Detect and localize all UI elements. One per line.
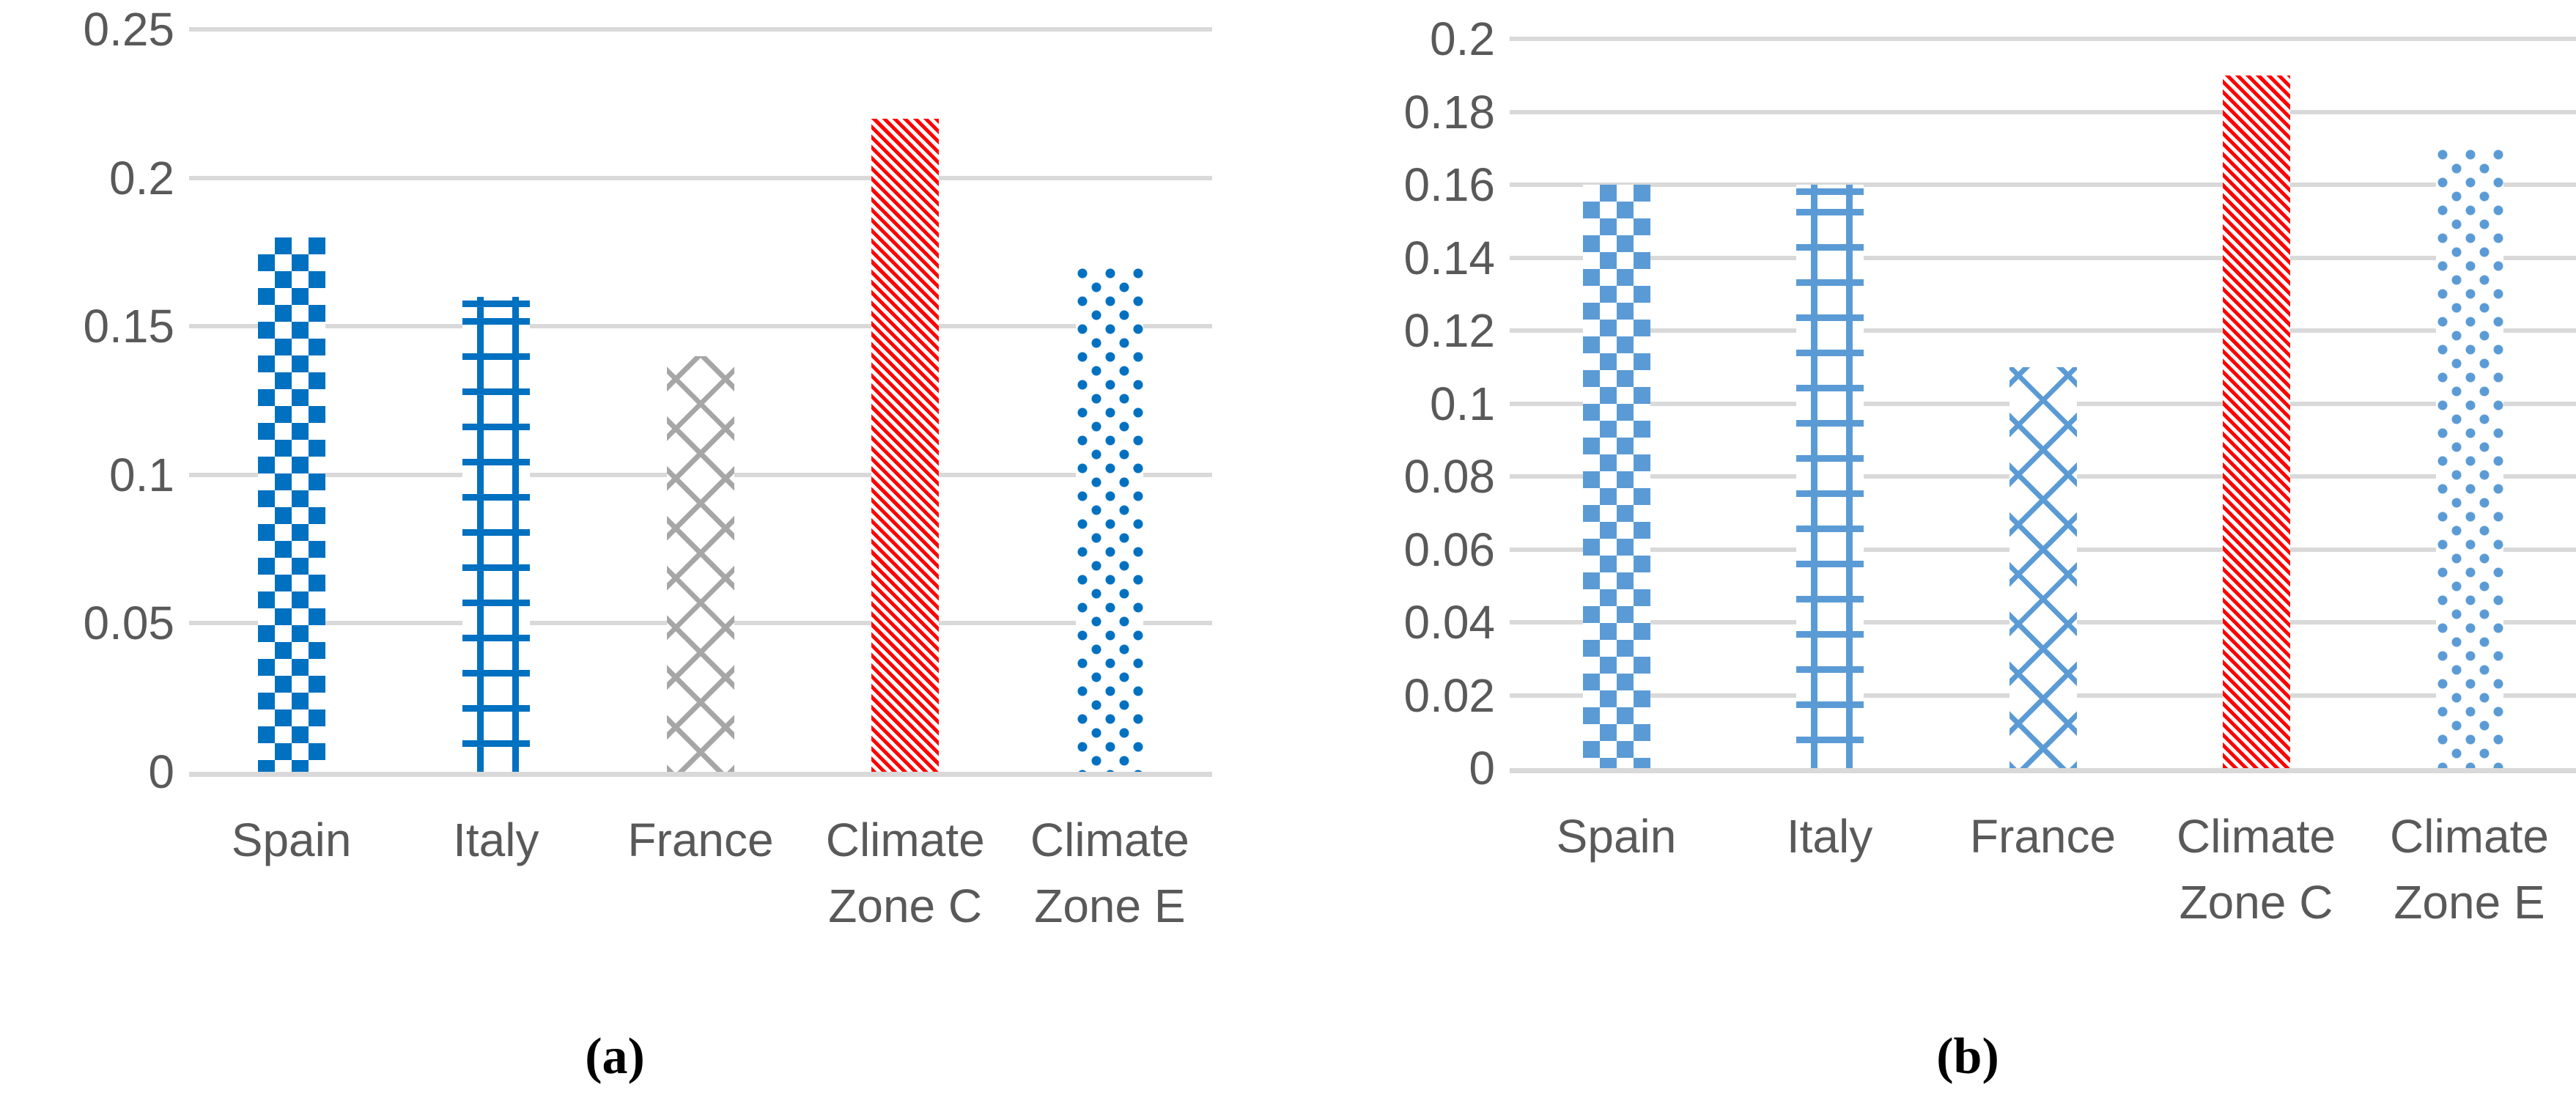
bar-climate-zone-c <box>871 118 940 772</box>
panel-a-caption: (a) <box>585 1028 645 1085</box>
y-tick-label: 0.08 <box>1403 450 1495 503</box>
gridline <box>1510 255 2576 260</box>
y-tick-label: 0.18 <box>1403 85 1495 139</box>
x-axis-labels: Spain Italy France Climate Zone C Climate Zone… <box>189 807 1212 968</box>
bar-spain <box>1582 185 1650 768</box>
gridline <box>1510 37 2576 41</box>
x-category-label: Climate Zone E <box>2390 810 2549 929</box>
x-category-label: Spain <box>1556 810 1677 863</box>
y-tick-label: 0 <box>148 745 174 798</box>
chart-panel-b: 0.2 0.18 0.16 0.14 0.12 0.1 0.08 0.06 0.04 0.02 0 … <box>1290 0 2576 1117</box>
y-tick-label: 0.16 <box>1403 158 1495 211</box>
y-tick-label: 0.14 <box>1403 231 1495 284</box>
y-tick-label: 0.2 <box>109 151 174 204</box>
x-category-label: Italy <box>453 814 539 866</box>
x-category-label: Climate Zone C <box>2177 810 2336 929</box>
y-tick-label: 0.06 <box>1403 523 1495 576</box>
y-tick-label: 0.25 <box>83 3 174 56</box>
x-category-label: Spain <box>231 814 352 866</box>
y-tick-label: 0 <box>1469 742 1495 795</box>
y-tick-label: 0.02 <box>1403 668 1495 722</box>
gridline <box>189 175 1212 180</box>
bar-climate-zone-c <box>2222 75 2290 768</box>
gridline <box>189 27 1212 32</box>
chart-panel-a: 0.25 0.2 0.15 0.1 0.05 0 Spain Italy France Clim… <box>0 0 1261 1117</box>
y-axis-tick-labels: 0.2 0.18 0.16 0.14 0.12 0.1 0.08 0.06 0.04 0.02 0 <box>1290 12 1495 795</box>
x-category-label: France <box>1969 810 2116 863</box>
x-category-label: France <box>627 814 774 866</box>
panel-b-caption: (b) <box>1936 1028 1999 1085</box>
gridline <box>1510 183 2576 187</box>
x-category-label: Climate Zone C <box>825 814 985 932</box>
x-axis-labels: Spain Italy France Climate Zone C Climate Zone… <box>1510 803 2576 965</box>
y-tick-label: 0.1 <box>109 448 174 501</box>
bar-italy <box>462 296 530 772</box>
bar-spain <box>257 237 325 772</box>
plot-area <box>1510 37 2576 773</box>
x-category-label: Climate Zone E <box>1030 814 1189 932</box>
y-tick-label: 0.12 <box>1403 304 1495 357</box>
x-category-label: Italy <box>1786 810 1873 863</box>
plot-area <box>189 27 1212 777</box>
y-tick-label: 0.1 <box>1430 377 1495 430</box>
bar-france <box>667 355 734 772</box>
y-tick-label: 0.05 <box>83 597 174 650</box>
y-axis-tick-labels: 0.25 0.2 0.15 0.1 0.05 0 <box>0 3 174 798</box>
gridline <box>189 324 1212 329</box>
bar-france <box>2009 366 2077 768</box>
y-tick-label: 0.15 <box>83 300 174 353</box>
y-tick-label: 0.2 <box>1430 12 1495 65</box>
y-tick-label: 0.04 <box>1403 596 1495 649</box>
x-axis-line <box>189 772 1212 777</box>
bar-climate-zone-e <box>1076 267 1144 772</box>
gridline <box>1510 109 2576 114</box>
gridline <box>1510 328 2576 333</box>
bar-climate-zone-e <box>2435 148 2503 768</box>
bar-italy <box>1796 185 1864 768</box>
x-axis-line <box>1510 768 2576 773</box>
